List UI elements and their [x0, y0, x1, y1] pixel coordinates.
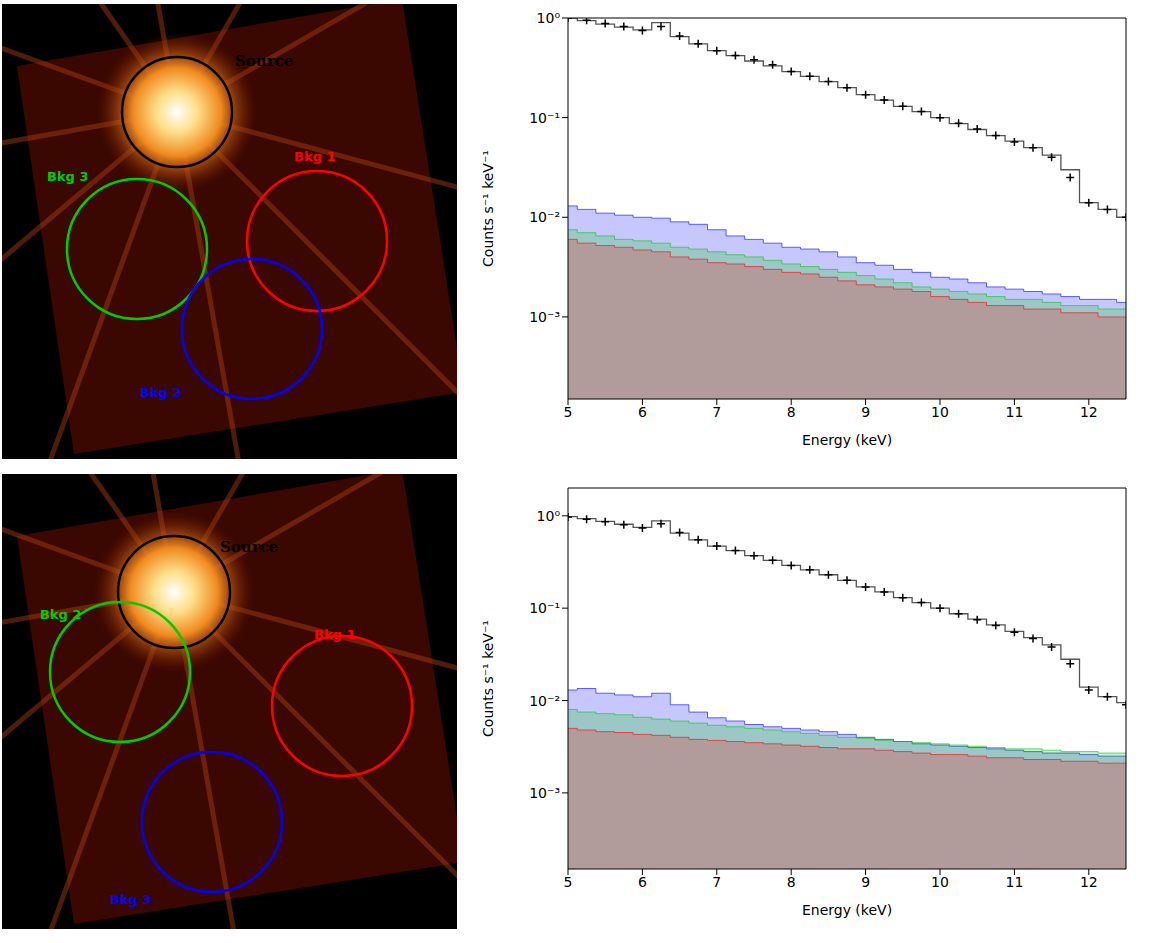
svg-text:10⁻¹: 10⁻¹: [529, 600, 560, 616]
svg-text:10⁰: 10⁰: [537, 10, 561, 26]
svg-text:7: 7: [712, 874, 721, 890]
svg-text:10⁻¹: 10⁻¹: [529, 110, 560, 126]
svg-text:11: 11: [1005, 874, 1023, 890]
svg-text:10⁻³: 10⁻³: [529, 785, 560, 801]
svg-text:Counts s⁻¹ keV⁻¹: Counts s⁻¹ keV⁻¹: [480, 620, 496, 737]
svg-text:10: 10: [931, 404, 949, 420]
svg-text:11: 11: [1005, 404, 1023, 420]
svg-text:5: 5: [564, 874, 573, 890]
svg-text:12: 12: [1080, 874, 1098, 890]
svg-text:Counts s⁻¹ keV⁻¹: Counts s⁻¹ keV⁻¹: [480, 150, 496, 267]
svg-text:Bkg 3: Bkg 3: [47, 169, 88, 184]
svg-text:Bkg 2: Bkg 2: [140, 385, 181, 400]
svg-text:8: 8: [787, 404, 796, 420]
svg-text:9: 9: [861, 874, 870, 890]
svg-text:6: 6: [638, 874, 647, 890]
svg-text:Source: Source: [220, 538, 278, 556]
svg-text:10⁻²: 10⁻²: [529, 209, 560, 225]
svg-text:Energy (keV): Energy (keV): [802, 902, 892, 918]
svg-text:Source: Source: [235, 52, 293, 70]
svg-text:Energy (keV): Energy (keV): [802, 432, 892, 448]
svg-text:9: 9: [861, 404, 870, 420]
svg-text:10⁻³: 10⁻³: [529, 309, 560, 325]
svg-text:8: 8: [787, 874, 796, 890]
svg-text:5: 5: [564, 404, 573, 420]
svg-text:Bkg 2: Bkg 2: [40, 607, 81, 622]
svg-text:12: 12: [1080, 404, 1098, 420]
svg-text:Bkg 1: Bkg 1: [294, 149, 335, 164]
svg-text:Bkg 3: Bkg 3: [110, 892, 151, 907]
svg-text:10⁰: 10⁰: [537, 508, 561, 524]
svg-text:10⁻²: 10⁻²: [529, 693, 560, 709]
svg-text:Bkg 1: Bkg 1: [314, 627, 355, 642]
svg-text:7: 7: [712, 404, 721, 420]
svg-text:6: 6: [638, 404, 647, 420]
svg-text:10: 10: [931, 874, 949, 890]
